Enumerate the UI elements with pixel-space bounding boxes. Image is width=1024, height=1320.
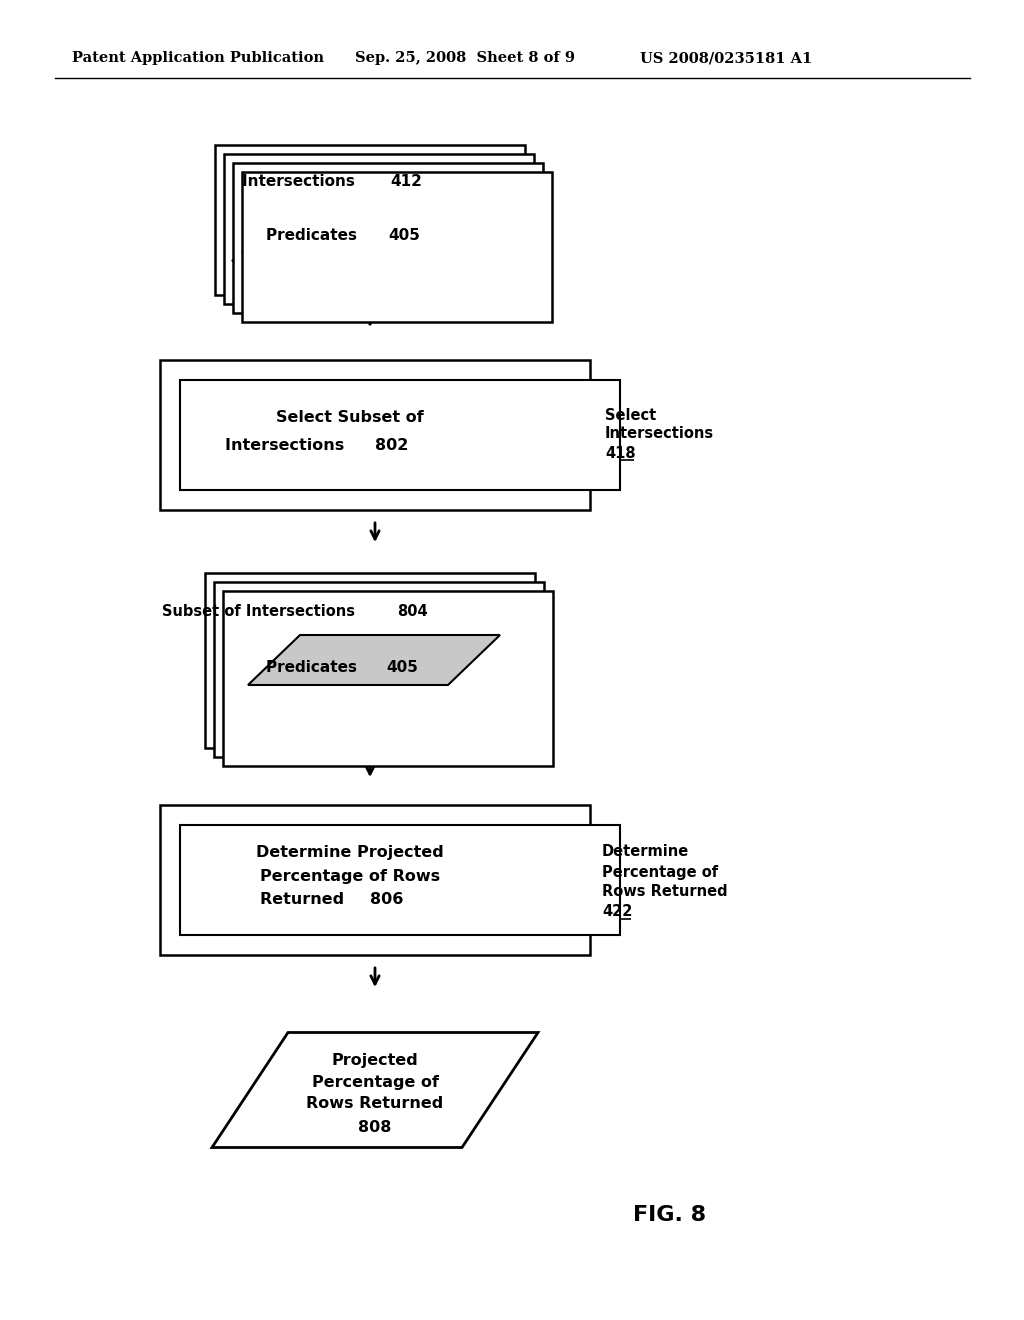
Text: 412: 412 <box>390 174 422 190</box>
Text: 422: 422 <box>602 904 633 920</box>
Polygon shape <box>248 635 500 685</box>
Bar <box>233 162 543 313</box>
Text: 804: 804 <box>397 605 428 619</box>
Bar <box>180 825 620 935</box>
Bar <box>160 805 590 954</box>
Text: Percentage of Rows: Percentage of Rows <box>260 869 440 883</box>
Text: Intersections: Intersections <box>605 426 714 441</box>
Polygon shape <box>232 209 498 261</box>
Text: US 2008/0235181 A1: US 2008/0235181 A1 <box>640 51 812 65</box>
Text: Intersections: Intersections <box>225 437 350 453</box>
Bar <box>214 582 544 756</box>
Text: Subset of Intersections: Subset of Intersections <box>162 605 360 619</box>
Polygon shape <box>239 643 490 693</box>
Bar <box>160 360 590 510</box>
Text: 802: 802 <box>375 437 408 453</box>
Text: Predicates: Predicates <box>266 227 362 243</box>
Text: Predicates: Predicates <box>266 660 362 676</box>
Text: 806: 806 <box>370 892 403 908</box>
Text: 405: 405 <box>388 227 420 243</box>
Bar <box>180 380 620 490</box>
Bar <box>205 573 535 747</box>
Text: FIG. 8: FIG. 8 <box>634 1205 707 1225</box>
Text: Select: Select <box>605 408 656 422</box>
Text: Rows Returned: Rows Returned <box>602 884 728 899</box>
Text: Rows Returned: Rows Returned <box>306 1097 443 1111</box>
Text: Determine Projected: Determine Projected <box>256 845 443 859</box>
Bar <box>242 172 552 322</box>
Text: 418: 418 <box>605 446 636 461</box>
Bar <box>223 590 553 766</box>
Text: Patent Application Publication: Patent Application Publication <box>72 51 324 65</box>
Text: Projected: Projected <box>332 1052 419 1068</box>
Polygon shape <box>242 201 508 252</box>
Text: Percentage of: Percentage of <box>311 1074 438 1089</box>
Text: Determine: Determine <box>602 845 689 859</box>
Bar <box>215 145 525 294</box>
Text: 405: 405 <box>386 660 418 676</box>
Text: Select Subset of: Select Subset of <box>276 409 424 425</box>
Text: 808: 808 <box>358 1121 392 1135</box>
Text: Returned: Returned <box>260 892 350 908</box>
Polygon shape <box>212 1032 538 1147</box>
Text: Percentage of: Percentage of <box>602 865 718 879</box>
Bar <box>224 154 534 304</box>
Text: Sep. 25, 2008  Sheet 8 of 9: Sep. 25, 2008 Sheet 8 of 9 <box>355 51 575 65</box>
Text: Intersections: Intersections <box>242 174 360 190</box>
